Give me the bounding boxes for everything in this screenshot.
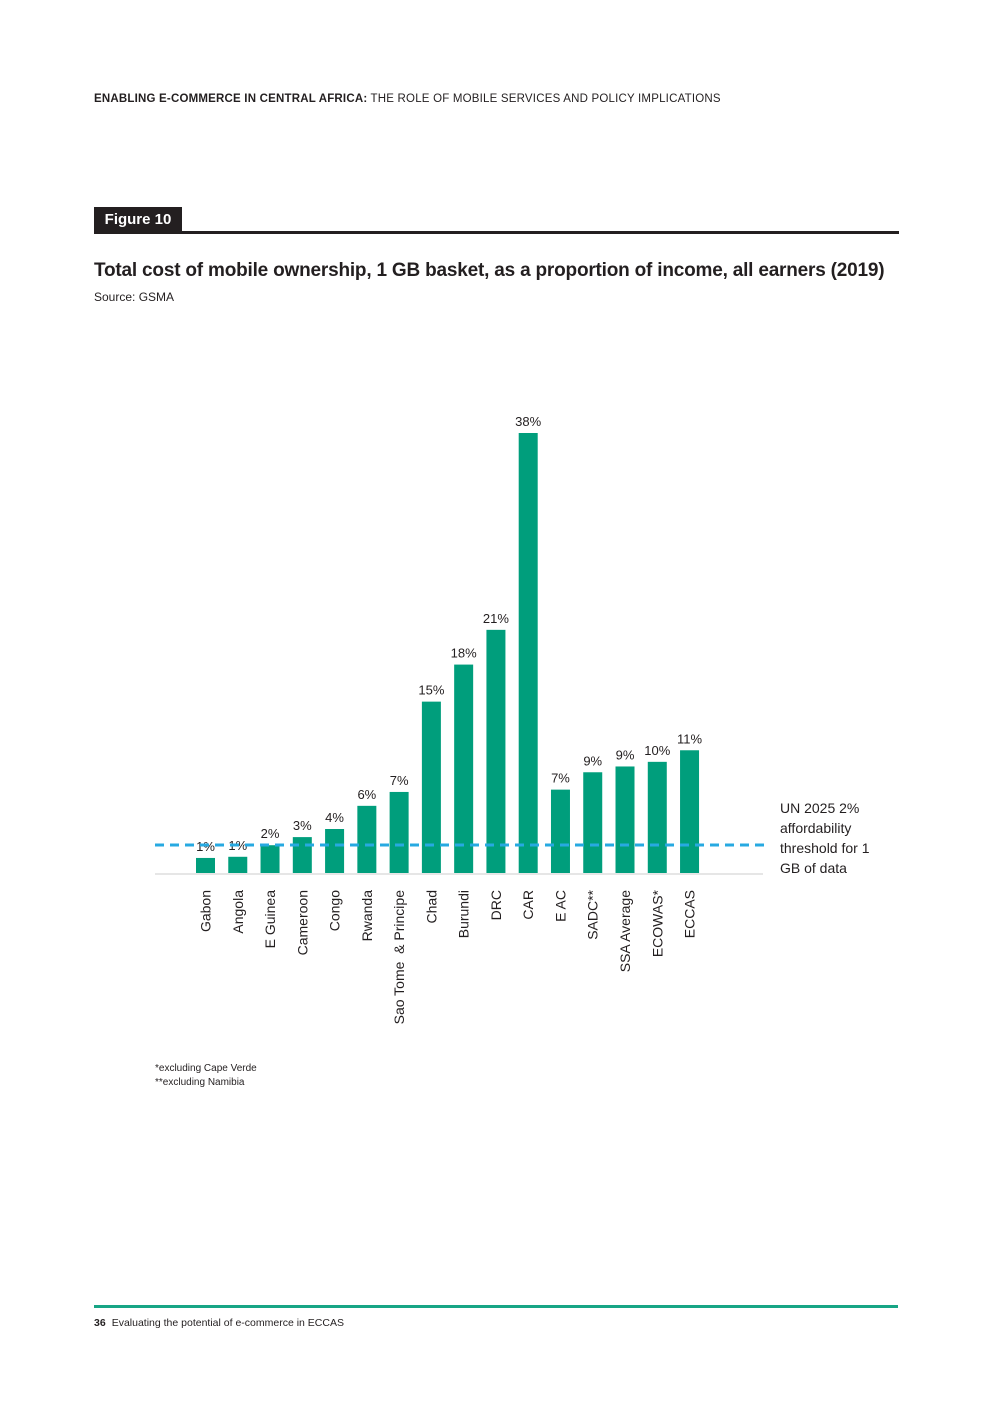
bar [615,766,635,873]
x-tick-label: E AC [552,890,568,922]
bar-value-label: 9% [583,753,602,768]
x-tick-label: Rwanda [359,890,375,942]
bar [550,789,570,873]
bar-value-label: 15% [418,683,444,698]
bar-value-label: 18% [451,646,477,661]
running-header-strong: ENABLING E-COMMERCE IN CENTRAL AFRICA: [94,93,368,105]
bar [680,750,700,873]
bar-value-label: 4% [325,810,344,825]
bar-value-label: 38% [515,414,541,429]
footer-text: Evaluating the potential of e-commerce i… [111,1317,344,1329]
bar-value-label: 21% [483,611,509,626]
footnote-2: **excluding Namibia [155,1077,245,1088]
bar-value-label: 3% [293,818,312,833]
x-tick-label: SADC** [585,889,601,939]
chart-source: Source: GSMA [94,290,175,304]
bar [196,857,215,873]
bar [486,629,506,873]
bar-value-label: 2% [261,826,280,841]
bar [292,837,312,873]
bar [647,761,667,873]
bar-value-label: 7% [390,773,409,788]
x-tick-label: Cameroon [294,890,310,955]
bar [389,791,409,873]
x-tick-label: CAR [520,890,536,920]
x-tick-label: Sao Tome & Principe [391,890,407,1025]
figure-rule [94,231,899,234]
bar [454,664,474,873]
bar [357,805,377,873]
chart-title: Total cost of mobile ownership, 1 GB bas… [94,260,885,281]
bar [228,856,248,873]
x-tick-label: SSA Average [617,890,633,972]
x-tick-label: Gabon [198,890,214,932]
x-tick-label: Burundi [456,890,472,938]
running-header: ENABLING E-COMMERCE IN CENTRAL AFRICA: T… [94,93,721,105]
bar-value-label: 7% [551,771,570,786]
bar [260,845,280,873]
bar [421,701,441,873]
footer-rule [94,1305,898,1308]
bar-value-label: 9% [616,747,635,762]
x-tick-label: Chad [423,890,439,923]
x-tick-label: ECOWAS* [649,889,665,957]
x-tick-label: E Guinea [262,890,278,949]
footnotes: *excluding Cape Verde **excluding Namibi… [155,1062,257,1090]
footnote-1: *excluding Cape Verde [155,1063,257,1074]
page-footer: 36 Evaluating the potential of e-commerce… [94,1317,344,1329]
x-tick-label: Congo [327,890,343,931]
x-tick-label: ECCAS [682,890,698,938]
threshold-label: UN 2025 2% affordability threshold for 1… [780,800,870,876]
x-tick-label: DRC [488,890,504,920]
running-header-rest: THE ROLE OF MOBILE SERVICES AND POLICY I… [367,93,721,105]
bar-value-label: 11% [677,731,702,746]
bar [518,433,538,873]
bar-value-label: 10% [644,743,670,758]
bar [583,772,603,873]
bar-value-label: 6% [357,787,376,802]
figure-tag: Figure 10 [94,207,182,232]
bar [325,829,345,873]
page-number: 36 [94,1317,106,1329]
x-tick-label: Angola [230,890,246,934]
